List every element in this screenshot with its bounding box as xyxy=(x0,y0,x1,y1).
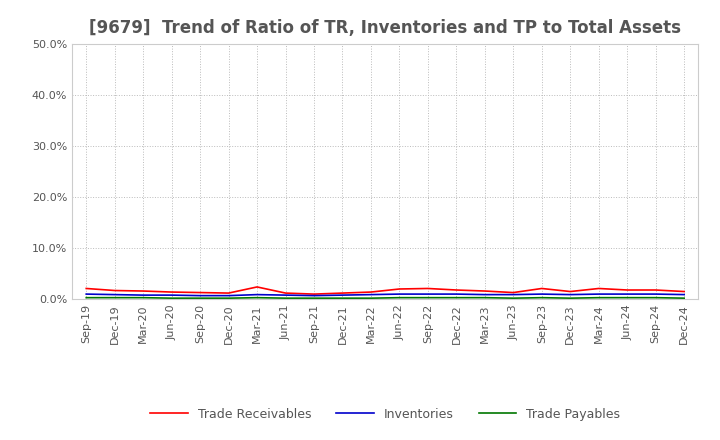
Trade Payables xyxy=(338,296,347,301)
Trade Payables xyxy=(537,295,546,301)
Inventories xyxy=(139,293,148,298)
Trade Payables xyxy=(282,296,290,301)
Trade Receivables xyxy=(566,289,575,294)
Trade Receivables xyxy=(595,286,603,291)
Trade Receivables xyxy=(282,290,290,296)
Inventories xyxy=(680,292,688,297)
Trade Payables xyxy=(423,295,432,301)
Trade Payables xyxy=(395,295,404,301)
Title: [9679]  Trend of Ratio of TR, Inventories and TP to Total Assets: [9679] Trend of Ratio of TR, Inventories… xyxy=(89,19,681,37)
Inventories xyxy=(110,292,119,297)
Inventories xyxy=(310,293,318,298)
Inventories xyxy=(652,291,660,297)
Trade Payables xyxy=(480,295,489,301)
Trade Payables xyxy=(82,295,91,301)
Trade Receivables xyxy=(480,288,489,293)
Inventories xyxy=(196,293,204,298)
Trade Receivables xyxy=(225,290,233,296)
Legend: Trade Receivables, Inventories, Trade Payables: Trade Receivables, Inventories, Trade Pa… xyxy=(145,403,625,425)
Inventories xyxy=(623,291,631,297)
Inventories xyxy=(423,291,432,297)
Inventories xyxy=(366,292,375,297)
Trade Receivables xyxy=(509,290,518,295)
Trade Payables xyxy=(452,295,461,301)
Trade Payables xyxy=(110,295,119,301)
Trade Receivables xyxy=(423,286,432,291)
Inventories xyxy=(225,293,233,298)
Trade Payables xyxy=(366,296,375,301)
Trade Receivables xyxy=(253,284,261,290)
Inventories xyxy=(282,293,290,298)
Trade Payables xyxy=(253,295,261,301)
Trade Payables xyxy=(139,295,148,301)
Trade Receivables xyxy=(452,287,461,293)
Trade Receivables xyxy=(366,290,375,295)
Trade Payables xyxy=(680,296,688,301)
Trade Payables xyxy=(652,295,660,301)
Trade Receivables xyxy=(139,288,148,293)
Inventories xyxy=(566,292,575,297)
Trade Payables xyxy=(167,296,176,301)
Line: Trade Receivables: Trade Receivables xyxy=(86,287,684,294)
Trade Receivables xyxy=(395,286,404,292)
Trade Payables xyxy=(310,296,318,301)
Inventories xyxy=(480,292,489,297)
Trade Payables xyxy=(225,296,233,301)
Trade Receivables xyxy=(310,291,318,297)
Trade Payables xyxy=(566,296,575,301)
Trade Receivables xyxy=(537,286,546,291)
Trade Payables xyxy=(623,295,631,301)
Inventories xyxy=(395,291,404,297)
Trade Payables xyxy=(196,296,204,301)
Trade Receivables xyxy=(110,288,119,293)
Trade Payables xyxy=(595,295,603,301)
Trade Receivables xyxy=(652,287,660,293)
Line: Inventories: Inventories xyxy=(86,294,684,296)
Trade Receivables xyxy=(196,290,204,295)
Inventories xyxy=(509,292,518,297)
Inventories xyxy=(452,291,461,297)
Trade Payables xyxy=(509,296,518,301)
Inventories xyxy=(253,292,261,297)
Trade Receivables xyxy=(167,290,176,295)
Inventories xyxy=(338,293,347,298)
Inventories xyxy=(82,291,91,297)
Inventories xyxy=(595,291,603,297)
Trade Receivables xyxy=(680,289,688,294)
Inventories xyxy=(167,293,176,298)
Trade Receivables xyxy=(338,290,347,296)
Inventories xyxy=(537,291,546,297)
Trade Receivables xyxy=(82,286,91,291)
Trade Receivables xyxy=(623,287,631,293)
